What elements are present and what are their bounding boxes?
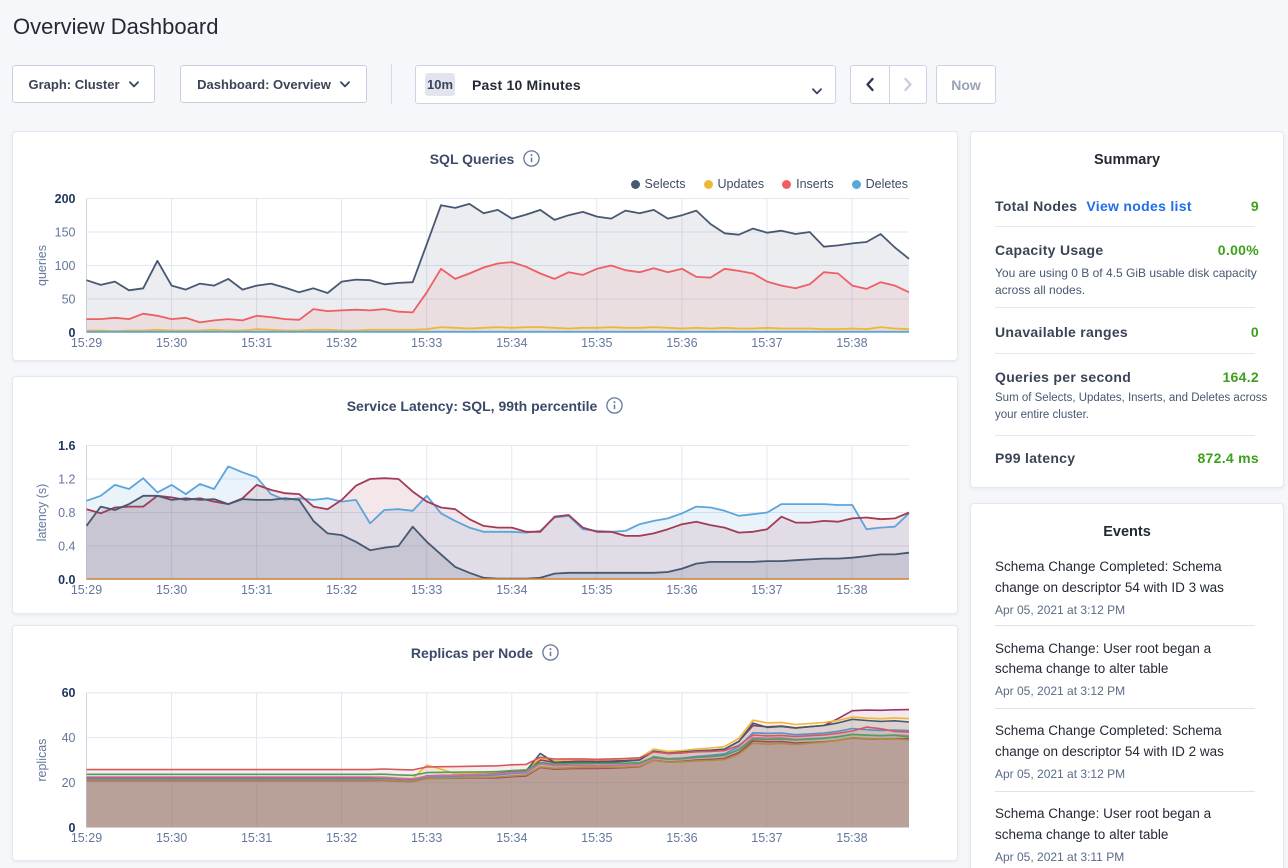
svg-text:0.0: 0.0 — [58, 573, 75, 587]
svg-text:15:30: 15:30 — [156, 336, 187, 350]
svg-text:0.8: 0.8 — [58, 506, 75, 520]
svg-text:15:37: 15:37 — [751, 336, 782, 350]
svg-text:15:33: 15:33 — [411, 583, 442, 597]
svg-text:100: 100 — [55, 259, 76, 273]
svg-text:queries: queries — [35, 245, 49, 286]
svg-text:15:31: 15:31 — [241, 583, 272, 597]
svg-text:15:32: 15:32 — [326, 831, 357, 845]
svg-text:15:29: 15:29 — [71, 336, 102, 350]
svg-text:1.2: 1.2 — [58, 472, 75, 486]
svg-text:15:30: 15:30 — [156, 583, 187, 597]
svg-text:15:38: 15:38 — [836, 831, 867, 845]
svg-text:15:30: 15:30 — [156, 831, 187, 845]
svg-text:15:36: 15:36 — [666, 831, 697, 845]
svg-text:40: 40 — [62, 731, 76, 745]
svg-text:0.4: 0.4 — [58, 539, 75, 553]
svg-text:replicas: replicas — [35, 739, 49, 782]
svg-text:150: 150 — [55, 225, 76, 239]
svg-text:latency (s): latency (s) — [35, 484, 49, 542]
svg-text:15:35: 15:35 — [581, 583, 612, 597]
svg-text:15:34: 15:34 — [496, 831, 527, 845]
svg-text:15:31: 15:31 — [241, 336, 272, 350]
svg-text:15:32: 15:32 — [326, 336, 357, 350]
svg-text:15:31: 15:31 — [241, 831, 272, 845]
svg-text:15:29: 15:29 — [71, 831, 102, 845]
svg-text:20: 20 — [62, 776, 76, 790]
svg-text:15:29: 15:29 — [71, 583, 102, 597]
svg-text:15:37: 15:37 — [751, 831, 782, 845]
svg-text:60: 60 — [62, 686, 76, 700]
svg-text:15:33: 15:33 — [411, 831, 442, 845]
svg-text:50: 50 — [62, 292, 76, 306]
svg-text:1.6: 1.6 — [58, 439, 75, 453]
svg-text:15:33: 15:33 — [411, 336, 442, 350]
svg-text:15:32: 15:32 — [326, 583, 357, 597]
svg-text:15:35: 15:35 — [581, 336, 612, 350]
svg-text:15:34: 15:34 — [496, 336, 527, 350]
svg-text:0: 0 — [69, 821, 76, 835]
svg-text:15:38: 15:38 — [836, 336, 867, 350]
svg-text:15:38: 15:38 — [836, 583, 867, 597]
svg-text:15:36: 15:36 — [666, 583, 697, 597]
svg-text:15:35: 15:35 — [581, 831, 612, 845]
svg-text:0: 0 — [69, 326, 76, 340]
svg-text:15:36: 15:36 — [666, 336, 697, 350]
svg-text:15:34: 15:34 — [496, 583, 527, 597]
svg-text:200: 200 — [55, 192, 76, 206]
svg-text:15:37: 15:37 — [751, 583, 782, 597]
